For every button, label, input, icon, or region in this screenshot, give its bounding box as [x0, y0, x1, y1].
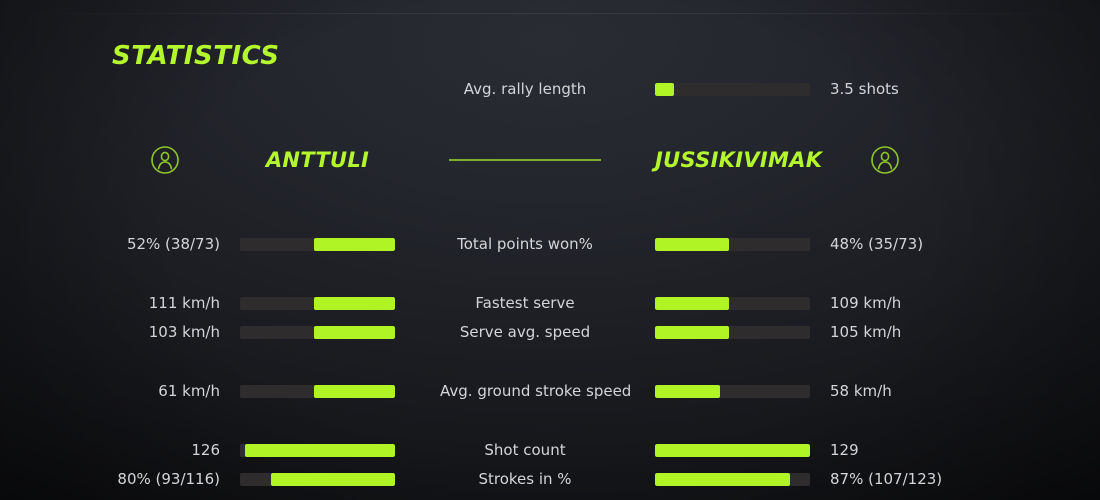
stat-label: Avg. ground stroke speed [440, 382, 632, 400]
stat-bar-left [240, 237, 395, 251]
stat-bar-right [655, 237, 810, 251]
stat-track-left [240, 325, 395, 339]
top-divider [0, 13, 1100, 14]
stat-label: Strokes in % [478, 470, 572, 488]
stat-row: 52% (38/73) Total points won% 48% (35/73) [0, 231, 1100, 257]
stat-value-left: 61 km/h [158, 382, 220, 400]
players-header-row: ANTTULI JUSSIKIVIMAK [0, 143, 1100, 177]
stat-fill-left [314, 237, 395, 251]
rally-length-fill [655, 82, 674, 96]
rally-length-row: Avg. rally length 3.5 shots [0, 76, 1100, 102]
stat-value-right: 87% (107/123) [830, 470, 943, 488]
stat-value-right: 129 [830, 441, 859, 459]
stat-value-right: 48% (35/73) [830, 235, 924, 253]
stat-bar-left [240, 296, 395, 310]
player-name-right: JUSSIKIVIMAK [655, 148, 823, 172]
stat-bar-right [655, 325, 810, 339]
stat-value-left: 111 km/h [148, 294, 220, 312]
stat-value-left: 80% (93/116) [117, 470, 220, 488]
stat-value-right: 58 km/h [830, 382, 892, 400]
stat-bar-right [655, 443, 810, 457]
stat-track-right [655, 384, 810, 398]
stat-fill-left [244, 443, 395, 457]
stat-value-right: 109 km/h [830, 294, 902, 312]
rally-length-label: Avg. rally length [463, 80, 587, 98]
rally-length-bar [655, 82, 810, 96]
player-name-left: ANTTULI [265, 148, 370, 172]
stat-fill-left [314, 325, 395, 339]
stat-fill-right [655, 325, 730, 339]
stat-fill-right [655, 384, 721, 398]
stat-label: Total points won% [457, 235, 593, 253]
stat-bar-left [240, 384, 395, 398]
user-avatar-icon [151, 146, 179, 174]
stat-bar-right [655, 472, 810, 486]
stat-row: 80% (93/116) Strokes in % 87% (107/123) [0, 466, 1100, 492]
stat-row: 103 km/h Serve avg. speed 105 km/h [0, 319, 1100, 345]
stat-bar-left [240, 443, 395, 457]
stat-fill-left [314, 384, 395, 398]
stat-fill-right [655, 237, 730, 251]
avatar-right[interactable] [830, 145, 940, 175]
stat-label: Serve avg. speed [459, 323, 591, 341]
stat-bar-left [240, 325, 395, 339]
user-avatar-icon [871, 146, 899, 174]
stat-track-right [655, 325, 810, 339]
stat-row: 126 Shot count 129 [0, 437, 1100, 463]
stat-value-left: 103 km/h [148, 323, 220, 341]
stat-track-right [655, 296, 810, 310]
stat-fill-left [271, 472, 395, 486]
stat-fill-left [314, 296, 395, 310]
stat-value-left: 52% (38/73) [126, 235, 220, 253]
stat-track-left [240, 472, 395, 486]
stat-value-right: 105 km/h [830, 323, 902, 341]
player-name-divider [449, 159, 601, 161]
stat-track-left [240, 296, 395, 310]
stat-fill-right [655, 472, 790, 486]
page-title: STATISTICS [112, 41, 280, 71]
stat-bar-right [655, 384, 810, 398]
stat-value-left: 126 [191, 441, 220, 459]
stat-fill-right [655, 296, 730, 310]
stat-row: 61 km/h Avg. ground stroke speed 58 km/h [0, 378, 1100, 404]
rally-length-value: 3.5 shots [830, 80, 899, 98]
stat-track-left [240, 237, 395, 251]
rally-length-track [655, 82, 810, 96]
stat-track-right [655, 472, 810, 486]
stat-track-right [655, 237, 810, 251]
stat-fill-right [655, 443, 810, 457]
stat-row: 30%Serves in %50% [0, 495, 1100, 500]
stat-track-right [655, 443, 810, 457]
stat-track-left [240, 384, 395, 398]
stat-bar-left [240, 472, 395, 486]
stat-row: 111 km/h Fastest serve 109 km/h [0, 290, 1100, 316]
stat-label: Fastest serve [475, 294, 575, 312]
stat-bar-right [655, 296, 810, 310]
stat-label: Shot count [484, 441, 566, 459]
avatar-left[interactable] [110, 145, 220, 175]
stat-track-left [240, 443, 395, 457]
